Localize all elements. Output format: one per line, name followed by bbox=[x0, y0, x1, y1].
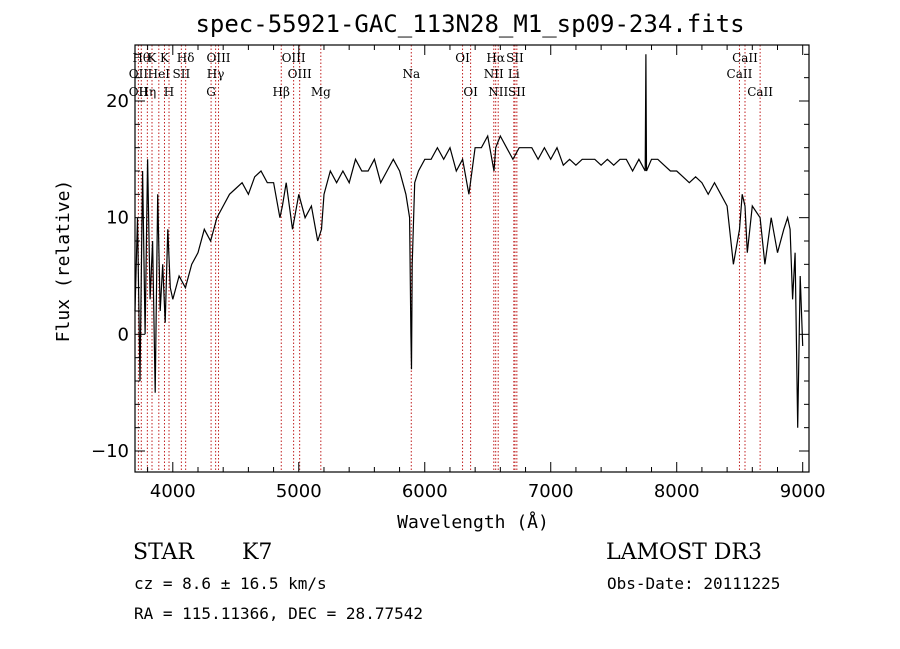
line-marker-label: G bbox=[206, 85, 216, 99]
line-marker-label: OII bbox=[129, 85, 149, 99]
coordinates: RA = 115.11366, DEC = 28.77542 bbox=[134, 604, 423, 623]
object-subclass: K7 bbox=[242, 540, 272, 565]
line-marker-label: Hγ bbox=[207, 67, 225, 81]
line-marker-label: OI bbox=[455, 51, 470, 65]
y-axis-label: Flux (relative) bbox=[53, 180, 74, 343]
line-marker-label: K bbox=[160, 51, 170, 65]
obs-date: Obs-Date: 20111225 bbox=[607, 574, 780, 593]
y-tick-label: −10 bbox=[91, 441, 129, 462]
line-marker-label: OII bbox=[129, 67, 149, 81]
spectral-line-markers bbox=[137, 45, 761, 472]
line-marker-label: Hβ bbox=[273, 85, 290, 99]
plot-frame bbox=[134, 44, 810, 473]
x-tick-label: 6000 bbox=[402, 481, 448, 502]
line-marker-label: SII bbox=[508, 85, 526, 99]
line-marker-label: Hδ bbox=[177, 51, 195, 65]
y-axis-ticks: −10 0 10 20 bbox=[91, 53, 809, 462]
line-marker-label: K bbox=[148, 51, 158, 65]
survey-name: LAMOST DR3 bbox=[606, 540, 762, 565]
line-marker-label: CaII bbox=[747, 85, 773, 99]
y-tick-label: 20 bbox=[106, 91, 129, 112]
line-marker-label: OI bbox=[463, 85, 478, 99]
line-marker-label: Li bbox=[508, 67, 520, 81]
redshift-readout: cz = 8.6 ± 16.5 km/s bbox=[134, 574, 327, 593]
line-marker-label: Hη bbox=[139, 85, 157, 99]
x-tick-label: 4000 bbox=[150, 481, 196, 502]
y-tick-label: 0 bbox=[118, 324, 129, 345]
x-tick-label: 9000 bbox=[780, 481, 826, 502]
line-marker-label: SII bbox=[506, 51, 524, 65]
line-marker-label: Na bbox=[402, 67, 420, 81]
line-marker-label: Hα bbox=[486, 51, 505, 65]
spectrum-line bbox=[134, 54, 804, 428]
line-marker-label: CaII bbox=[732, 51, 758, 65]
y-tick-label: 10 bbox=[106, 208, 129, 229]
x-axis-ticks: 4000 5000 6000 7000 8000 9000 bbox=[147, 45, 826, 502]
spectral-line-labels: HθOIIOIIHηKHeIKHSIIHδGHγOIIIHβOIIIOIIIMg… bbox=[129, 51, 774, 99]
line-marker-label: HeI bbox=[148, 67, 171, 81]
x-tick-label: 5000 bbox=[276, 481, 322, 502]
line-marker-label: OIII bbox=[282, 51, 306, 65]
x-tick-label: 8000 bbox=[654, 481, 700, 502]
line-marker-label: NII bbox=[488, 85, 508, 99]
line-marker-label: H bbox=[164, 85, 174, 99]
object-class: STAR bbox=[133, 540, 195, 565]
line-marker-label: SII bbox=[173, 67, 191, 81]
line-marker-label: Mg bbox=[311, 85, 331, 99]
chart-title: spec-55921-GAC_113N28_M1_sp09-234.fits bbox=[195, 10, 744, 38]
line-marker-label: CaII bbox=[727, 67, 753, 81]
line-marker-label: OIII bbox=[206, 51, 230, 65]
line-marker-label: OIII bbox=[288, 67, 312, 81]
line-marker-label: NII bbox=[484, 67, 504, 81]
x-tick-label: 7000 bbox=[528, 481, 574, 502]
x-axis-label: Wavelength (Å) bbox=[397, 511, 549, 533]
